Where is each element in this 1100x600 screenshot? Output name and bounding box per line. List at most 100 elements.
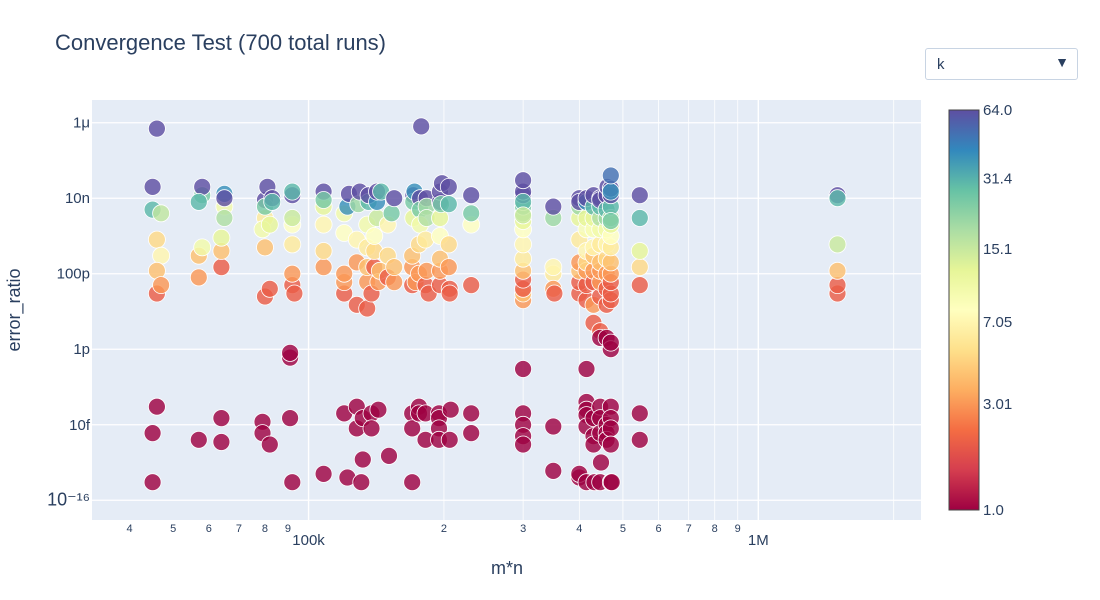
data-point[interactable]	[828, 261, 847, 280]
y-tick-label: 1μ	[73, 115, 90, 132]
data-point[interactable]	[358, 299, 377, 318]
data-point[interactable]	[602, 473, 621, 492]
data-point[interactable]	[630, 258, 649, 277]
data-point[interactable]	[215, 209, 234, 227]
data-point[interactable]	[283, 209, 302, 227]
data-point[interactable]	[514, 206, 532, 225]
data-point[interactable]	[189, 430, 208, 449]
data-point[interactable]	[385, 273, 404, 292]
data-point[interactable]	[514, 435, 532, 454]
data-point[interactable]	[365, 227, 384, 245]
data-point[interactable]	[352, 473, 371, 492]
data-point[interactable]	[441, 400, 460, 419]
colorbar-tick-label: 7.05	[983, 314, 1012, 331]
data-point[interactable]	[544, 417, 563, 436]
data-point[interactable]	[353, 450, 372, 469]
data-point[interactable]	[385, 258, 404, 277]
data-point[interactable]	[439, 177, 458, 196]
data-point[interactable]	[314, 258, 333, 277]
data-point[interactable]	[189, 192, 208, 211]
data-point[interactable]	[828, 189, 847, 208]
data-point[interactable]	[545, 284, 564, 303]
data-point[interactable]	[212, 409, 231, 428]
data-point[interactable]	[143, 424, 162, 443]
data-point[interactable]	[514, 171, 532, 190]
data-point[interactable]	[285, 284, 304, 303]
data-point[interactable]	[335, 264, 354, 283]
color-variable-dropdown[interactable]: k ▼	[925, 48, 1078, 80]
data-point[interactable]	[314, 464, 333, 483]
data-point[interactable]	[143, 473, 162, 492]
data-point[interactable]	[260, 435, 279, 454]
data-point[interactable]	[283, 235, 302, 254]
data-point[interactable]	[212, 433, 231, 451]
data-point[interactable]	[283, 182, 302, 201]
data-point[interactable]	[143, 177, 162, 196]
data-point[interactable]	[260, 215, 279, 234]
data-point[interactable]	[439, 235, 458, 254]
data-point[interactable]	[193, 177, 212, 196]
data-point[interactable]	[630, 404, 649, 423]
data-point[interactable]	[577, 360, 596, 378]
data-point[interactable]	[369, 400, 388, 419]
data-point[interactable]	[630, 186, 649, 205]
data-point[interactable]	[281, 343, 300, 362]
data-point[interactable]	[283, 264, 302, 283]
data-point[interactable]	[152, 246, 171, 265]
data-point[interactable]	[147, 397, 166, 416]
data-point[interactable]	[601, 166, 620, 185]
data-point[interactable]	[514, 360, 532, 378]
data-point[interactable]	[382, 204, 401, 223]
data-point[interactable]	[514, 235, 532, 254]
data-point[interactable]	[314, 191, 333, 209]
data-point[interactable]	[462, 276, 481, 295]
data-point[interactable]	[601, 253, 620, 272]
data-point[interactable]	[403, 419, 422, 438]
data-point[interactable]	[362, 419, 381, 438]
data-point[interactable]	[601, 333, 620, 352]
data-point[interactable]	[544, 258, 563, 277]
data-point[interactable]	[601, 419, 620, 438]
data-point[interactable]	[439, 195, 458, 214]
data-point[interactable]	[440, 430, 459, 449]
data-point[interactable]	[283, 473, 302, 492]
data-point[interactable]	[601, 435, 620, 454]
data-point[interactable]	[630, 430, 649, 449]
data-point[interactable]	[462, 186, 481, 205]
data-point[interactable]	[630, 209, 649, 227]
data-point[interactable]	[314, 242, 333, 260]
data-point[interactable]	[212, 258, 231, 277]
data-point[interactable]	[462, 424, 481, 443]
data-point[interactable]	[544, 197, 563, 216]
data-point[interactable]	[147, 230, 166, 249]
data-point[interactable]	[314, 215, 333, 234]
data-point[interactable]	[630, 276, 649, 295]
data-point[interactable]	[281, 409, 300, 428]
data-point[interactable]	[212, 228, 231, 247]
data-point[interactable]	[439, 258, 458, 277]
data-point[interactable]	[256, 238, 274, 257]
data-point[interactable]	[260, 279, 279, 298]
data-point[interactable]	[440, 284, 459, 303]
data-point[interactable]	[403, 473, 422, 492]
data-point[interactable]	[462, 204, 481, 223]
data-point[interactable]	[828, 235, 847, 254]
data-point[interactable]	[601, 212, 620, 230]
x-tick-label: 9	[735, 523, 741, 535]
data-point[interactable]	[385, 189, 404, 208]
data-point[interactable]	[462, 404, 481, 423]
data-point[interactable]	[412, 117, 431, 136]
data-point[interactable]	[263, 192, 282, 211]
data-point[interactable]	[380, 446, 398, 465]
data-point[interactable]	[601, 182, 620, 201]
data-point[interactable]	[544, 461, 563, 480]
data-point[interactable]	[189, 268, 208, 287]
data-point[interactable]	[592, 453, 610, 472]
data-point[interactable]	[152, 276, 171, 295]
data-point[interactable]	[152, 204, 171, 223]
data-point[interactable]	[630, 242, 649, 260]
data-point[interactable]	[147, 119, 166, 138]
data-point[interactable]	[193, 238, 212, 257]
data-point[interactable]	[215, 189, 234, 208]
